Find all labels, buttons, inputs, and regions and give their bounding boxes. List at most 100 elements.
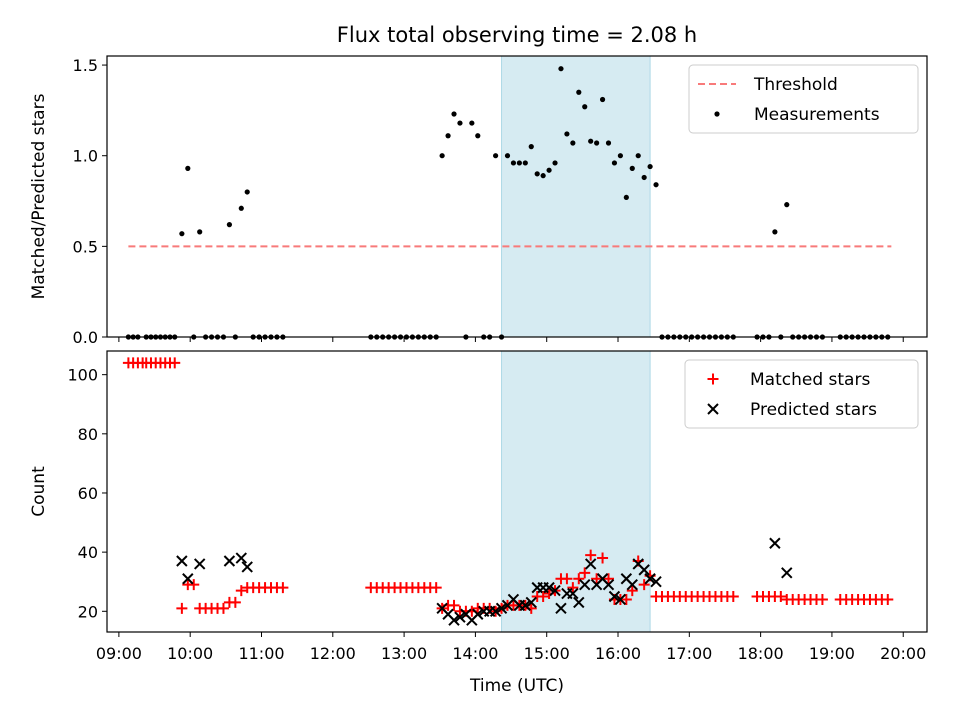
y-tick-label: 40 [78,543,98,562]
series-predicted-stars [176,537,793,626]
data-point [626,578,638,591]
data-point [626,585,638,597]
shaded-interval [501,350,651,633]
data-point [564,131,570,137]
x-tick-label: 10:00 [167,644,213,663]
legend-box [688,64,919,134]
data-point [620,593,632,605]
data-point [537,591,549,603]
data-point [176,555,188,567]
data-point [469,120,475,126]
data-point [235,585,247,597]
legend-marker [707,403,719,415]
data-point [635,153,641,159]
data-point [540,173,546,179]
y-tick-label: 0.5 [73,237,98,256]
data-point [599,96,606,103]
data-point [475,133,481,139]
legend-label: Matched stars [750,370,870,390]
data-point [611,160,618,166]
data-point [561,573,573,585]
x-tick-label: 15:00 [524,644,570,663]
data-point [519,599,532,612]
data-point [454,611,466,623]
x-tick-label: 09:00 [96,644,142,663]
data-point [238,205,244,211]
series-matched-stars [122,357,894,617]
data-point [543,581,555,594]
x-tick-label: 17:00 [666,644,712,663]
data-point [277,582,289,594]
data-point [567,582,579,594]
y-tick-label: 1.5 [73,56,98,75]
legend-label: Threshold [753,75,838,95]
data-point [528,144,534,150]
data-point [597,552,609,564]
data-point [784,202,790,208]
data-point [882,593,894,605]
data-point [555,602,567,615]
data-point [549,584,561,597]
legend: Matched stars Predicted stars [684,359,919,429]
data-point [576,89,582,95]
legend: Threshold Measurements [688,64,919,134]
data-point [591,573,603,585]
y-axis-label: Matched/Predicted stars [29,93,49,299]
bottom-plot: 20 40 60 80 100 09:00 10:00 11:00 12:00 13:00 14:0… [29,350,928,696]
data-point [588,138,594,144]
data-point [579,567,591,579]
data-point [570,140,576,146]
data-point [226,222,233,228]
x-tick-label: 16:00 [595,644,641,663]
data-point [623,194,629,201]
y-tick-label: 60 [78,484,98,503]
data-point [445,133,451,139]
data-point [516,160,522,166]
data-point [638,579,650,591]
top-plot: 0.0 0.5 1.0 1.5 Matched/Predicted stars Thres… [29,55,928,347]
data-point [816,593,828,605]
data-point [775,591,787,603]
data-point [169,357,181,369]
data-point [605,140,612,146]
data-point [608,590,621,603]
data-point [650,576,662,588]
x-axis-label: Time (UTC) [469,676,564,696]
data-point [489,605,502,618]
data-point [448,614,460,626]
data-point [585,549,597,561]
x-tick-label: 20:00 [880,644,926,663]
legend-label: Predicted stars [750,400,877,420]
data-point [781,567,793,579]
data-point [644,573,656,585]
data-point [504,153,511,159]
y-axis-label: Count [29,466,49,517]
data-point [217,602,229,614]
y-tick-label: 1.0 [73,147,98,166]
data-point [182,573,194,585]
data-point [579,578,591,591]
y-tick-label: 0.0 [73,328,98,347]
data-point [772,229,778,235]
data-point [614,593,627,606]
data-point [188,579,200,591]
data-point [185,165,191,171]
data-point [235,552,247,564]
data-point [457,120,463,126]
data-point [510,160,517,166]
data-point [638,564,650,576]
data-point [647,163,653,170]
data-point [430,582,442,594]
data-point [617,153,623,159]
data-point [448,599,460,611]
y-tick-label: 100 [67,366,98,385]
data-point [241,561,253,573]
data-point [223,555,236,567]
x-tick-label: 11:00 [238,644,284,663]
chart-title: Flux total observing time = 2.08 h [337,23,697,47]
data-point [573,573,585,585]
data-point [522,160,528,166]
data-point [567,587,579,600]
plot-frame [106,350,928,633]
